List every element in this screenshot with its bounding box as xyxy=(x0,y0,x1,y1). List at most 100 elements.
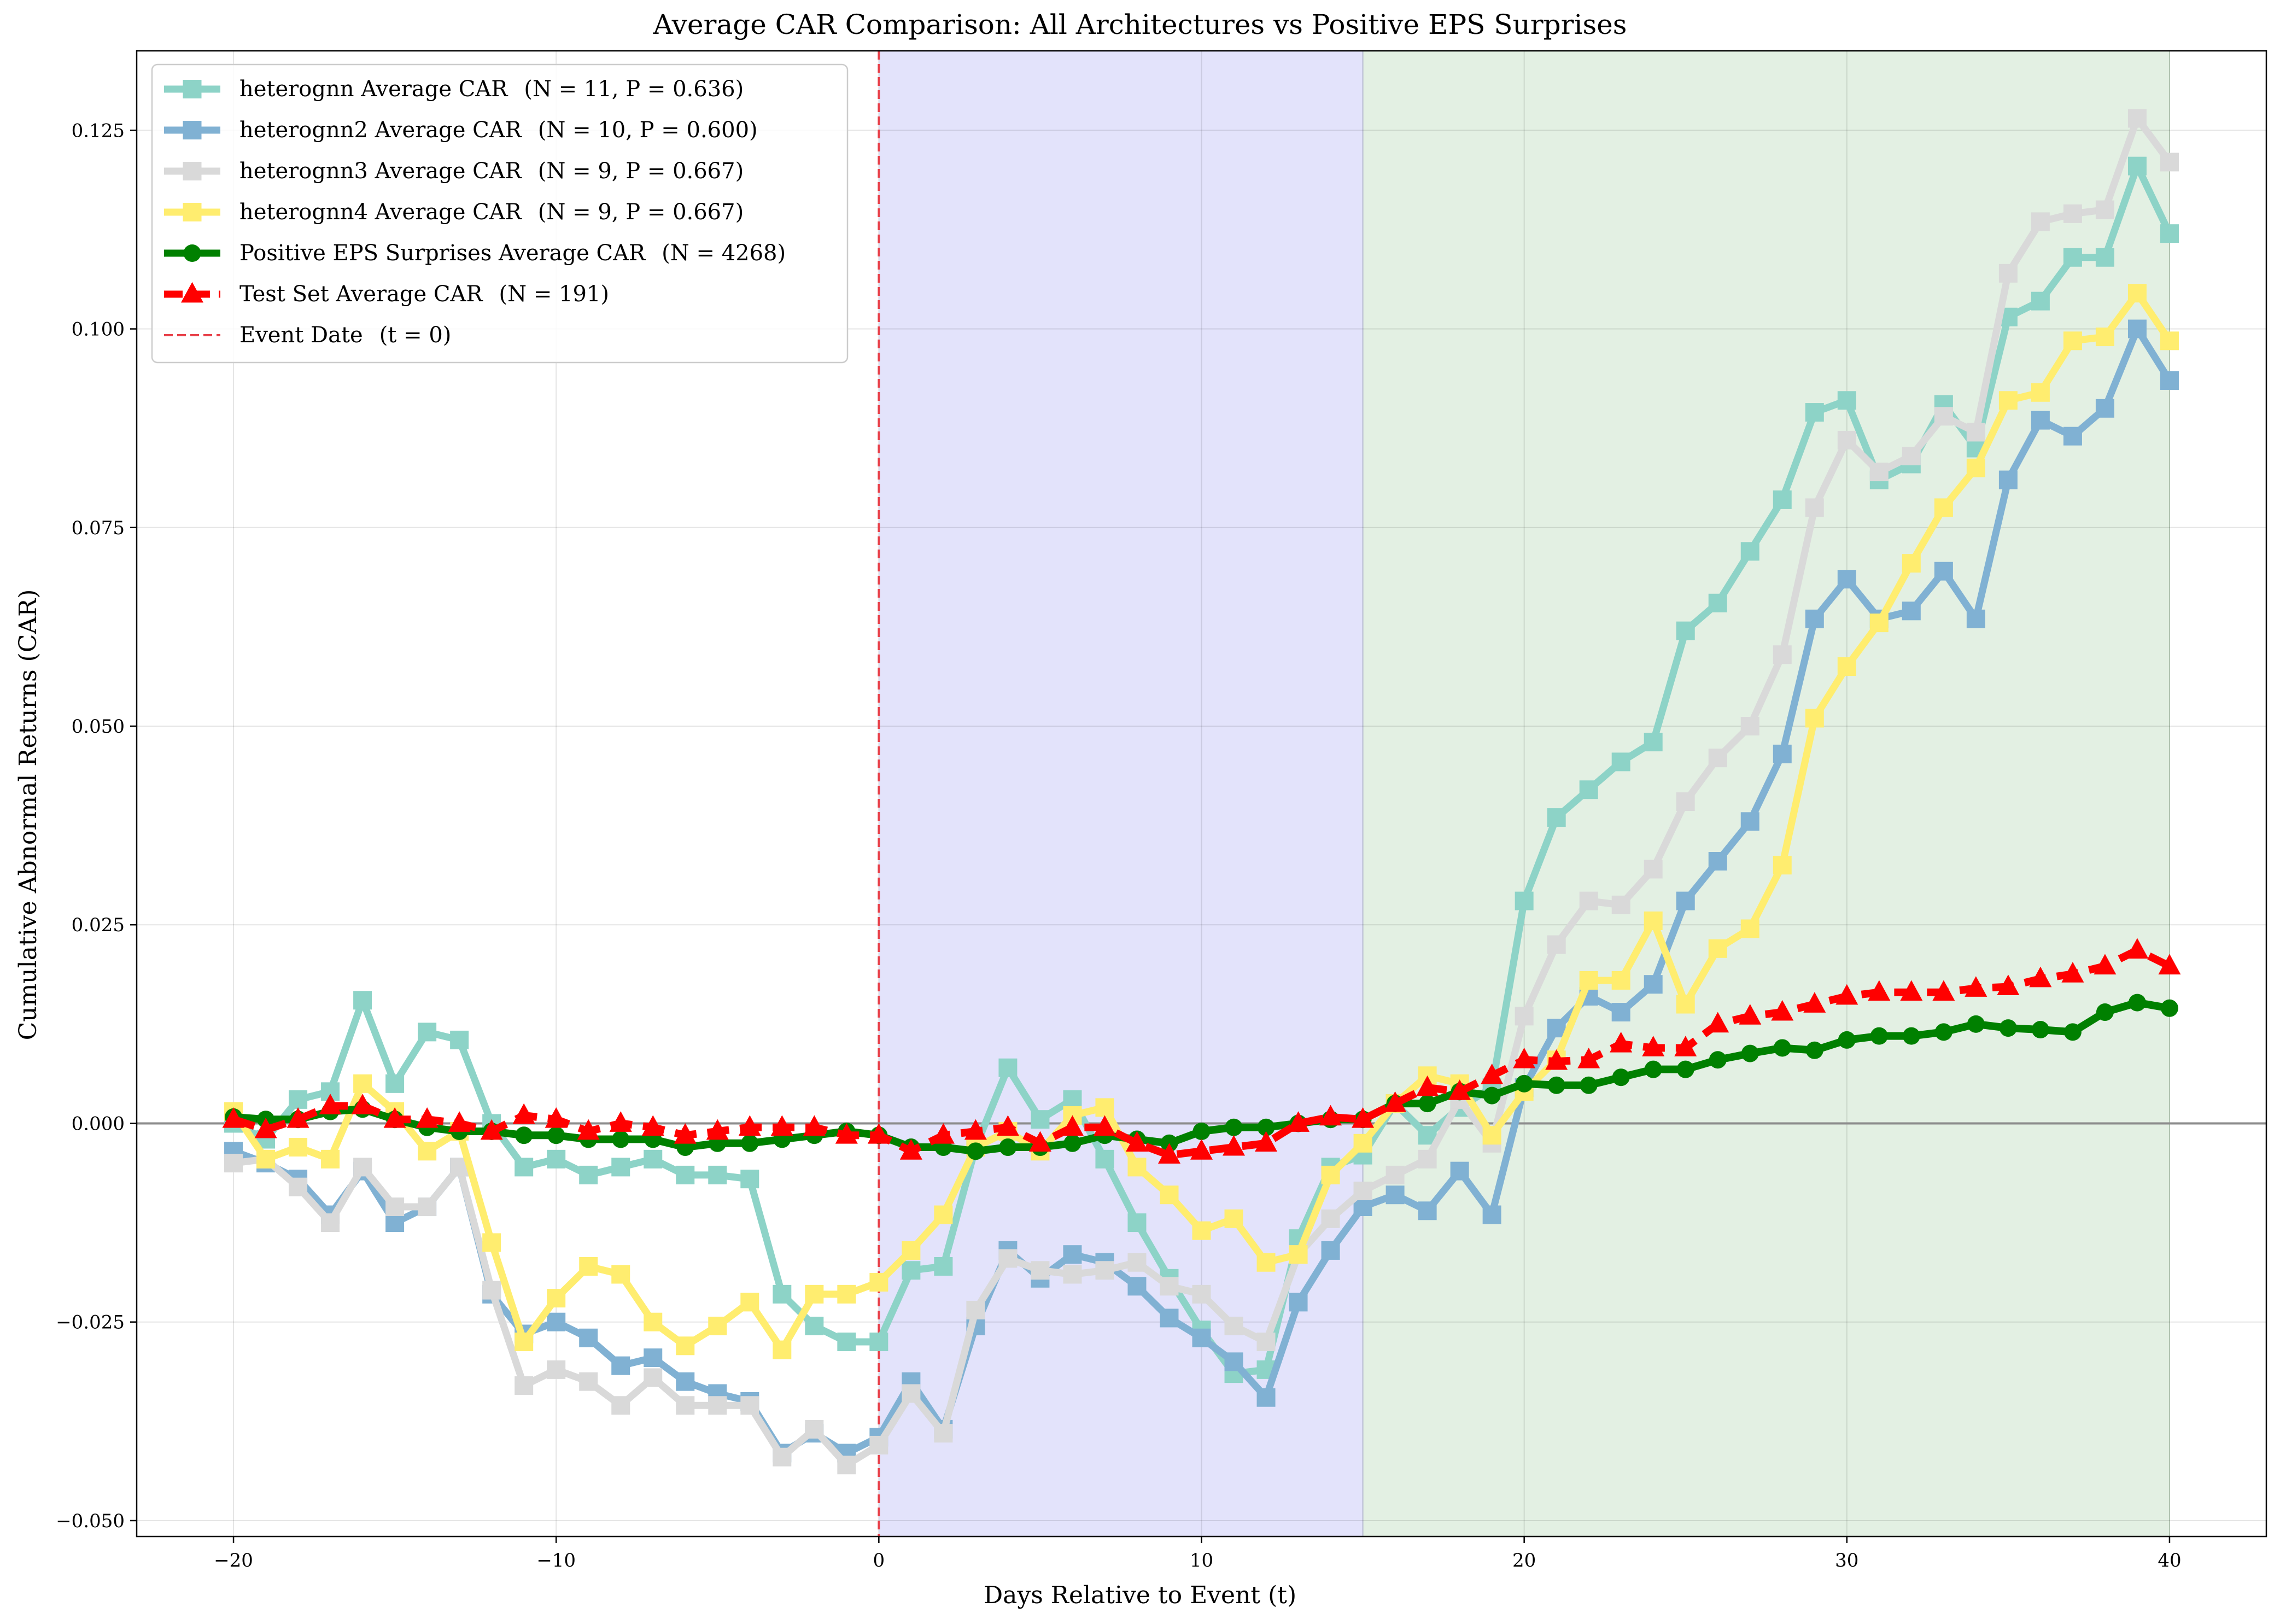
series-3 xyxy=(224,109,2179,1475)
data-point xyxy=(512,1103,535,1124)
data-point xyxy=(1966,423,1985,442)
shaded-region-1 xyxy=(879,51,1363,1537)
data-point xyxy=(2096,1003,2114,1021)
data-point xyxy=(2063,1023,2082,1041)
data-point xyxy=(289,1177,308,1196)
data-point xyxy=(515,1126,533,1144)
x-tick-label: 0 xyxy=(873,1550,885,1572)
data-point xyxy=(287,1107,309,1128)
data-point xyxy=(869,1273,888,1292)
data-point xyxy=(1837,570,1856,589)
data-point xyxy=(385,1213,405,1232)
data-point xyxy=(1192,1328,1211,1347)
data-point xyxy=(1644,860,1663,879)
data-point xyxy=(1966,609,1985,628)
data-point xyxy=(1127,1158,1147,1177)
data-point xyxy=(609,1111,632,1132)
data-point xyxy=(1224,1209,1243,1228)
data-point xyxy=(1611,895,1630,914)
legend-label: heterognn4 Average CAR (N = 9, P = 0.667) xyxy=(239,200,744,225)
data-point xyxy=(2063,331,2082,350)
data-point xyxy=(805,1284,824,1304)
data-point xyxy=(1545,1049,1568,1070)
data-point xyxy=(1674,1036,1697,1056)
data-point xyxy=(482,1281,501,1300)
data-point xyxy=(1063,1090,1082,1109)
data-point xyxy=(545,1107,568,1128)
legend-label: Event Date (t = 0) xyxy=(239,323,451,348)
data-point xyxy=(1706,1012,1729,1033)
data-point xyxy=(1515,1074,1533,1093)
y-tick-label: 0.100 xyxy=(72,319,125,341)
data-point xyxy=(1515,891,1534,910)
data-point xyxy=(1740,542,1759,561)
x-tick-label: 40 xyxy=(2158,1550,2181,1572)
data-point xyxy=(1644,975,1663,994)
data-point xyxy=(770,1115,793,1136)
data-point xyxy=(1448,1079,1471,1100)
data-point xyxy=(515,1333,534,1352)
data-point xyxy=(611,1356,630,1375)
data-point xyxy=(1708,852,1727,871)
data-point xyxy=(1902,447,1921,465)
data-point xyxy=(2061,962,2084,983)
y-tick-label: −0.050 xyxy=(56,1510,125,1532)
data-point xyxy=(1256,1333,1276,1352)
data-point xyxy=(482,1233,501,1252)
data-point xyxy=(1063,1265,1082,1284)
data-point xyxy=(480,1119,503,1140)
data-point xyxy=(676,1336,695,1356)
data-point xyxy=(418,1142,437,1161)
legend-label: heterognn2 Average CAR (N = 10, P = 0.600… xyxy=(239,118,758,143)
data-point xyxy=(289,1090,308,1109)
data-point xyxy=(351,1094,374,1114)
data-point xyxy=(1803,992,1826,1013)
data-point xyxy=(1028,1131,1051,1152)
data-point xyxy=(805,1419,824,1439)
data-point xyxy=(1805,1041,1823,1059)
data-point xyxy=(547,1149,566,1169)
series-6 xyxy=(222,938,2181,1164)
data-point xyxy=(1805,709,1824,728)
y-tick-label: −0.025 xyxy=(56,1312,125,1334)
data-point xyxy=(902,1384,921,1403)
data-point xyxy=(1481,1064,1504,1084)
data-point xyxy=(1932,980,1955,1001)
data-point xyxy=(515,1376,534,1395)
data-point xyxy=(1644,733,1663,752)
data-point xyxy=(2160,153,2179,172)
data-point xyxy=(1579,780,1598,799)
data-point xyxy=(1805,403,1824,422)
data-point xyxy=(1773,856,1792,875)
data-point xyxy=(1289,1245,1308,1264)
data-point xyxy=(641,1115,664,1136)
data-point xyxy=(1997,974,2020,995)
data-point xyxy=(579,1165,598,1184)
legend-stats: (N = 11, P = 0.636) xyxy=(524,77,744,102)
data-point xyxy=(2127,319,2147,338)
data-point xyxy=(2127,284,2147,303)
data-point xyxy=(1125,1131,1148,1152)
data-point xyxy=(869,1333,888,1352)
series-group xyxy=(222,109,2181,1475)
data-point xyxy=(1385,1185,1405,1205)
data-point xyxy=(1708,939,1727,958)
data-point xyxy=(1805,498,1824,517)
data-point xyxy=(837,1456,856,1475)
data-point xyxy=(1967,1015,1985,1033)
data-point xyxy=(1934,407,1953,426)
data-point xyxy=(1255,1131,1278,1152)
data-point xyxy=(1224,1352,1243,1371)
data-point xyxy=(1418,1095,1436,1113)
data-point xyxy=(1321,1165,1340,1184)
data-point xyxy=(1868,980,1891,1001)
data-point xyxy=(803,1115,826,1136)
data-point xyxy=(1450,1161,1469,1181)
data-point xyxy=(1483,1086,1501,1105)
data-point xyxy=(1739,1004,1762,1025)
legend-swatch-marker xyxy=(183,244,201,262)
data-point xyxy=(1965,976,1987,997)
legend-entry-3: heterognn3 Average CAR (N = 9, P = 0.667) xyxy=(164,159,744,184)
data-point xyxy=(515,1158,534,1177)
data-point xyxy=(450,1030,469,1049)
